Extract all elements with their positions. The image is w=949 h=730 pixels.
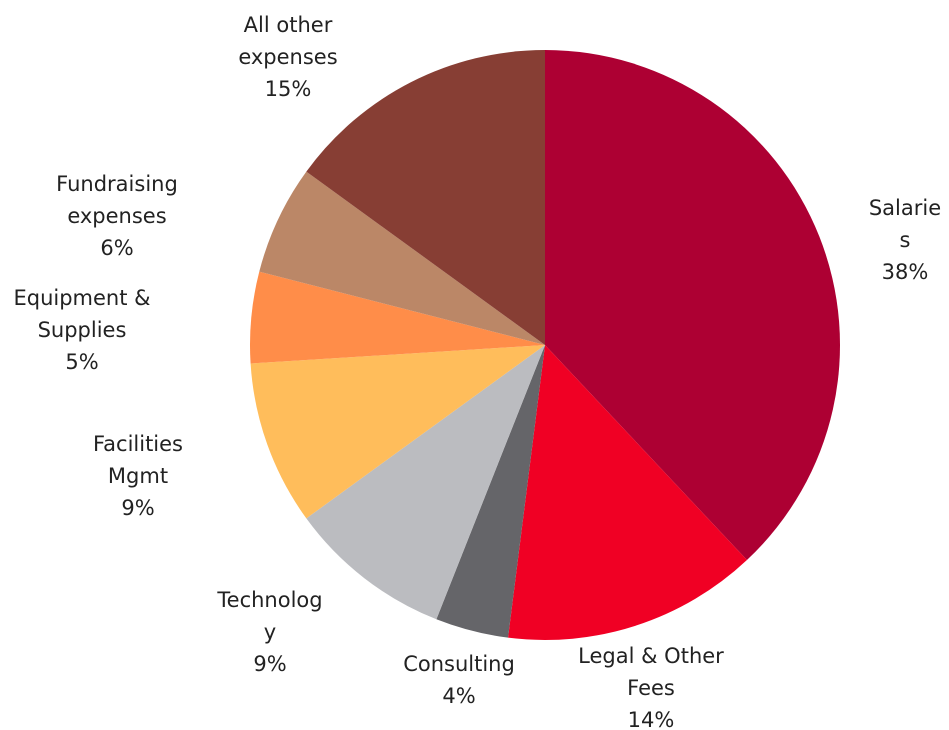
pie-slice-technology [306,345,545,620]
slice-label-equipment-and-supplies: Equipment & Supplies 5% [13,286,150,374]
pie-slice-equipment-and-supplies [249,271,546,364]
slice-label-line: expenses [67,204,166,228]
slice-label-line: Supplies [38,318,127,342]
pie-slice-legal-and-other-fees [508,345,747,640]
slice-label-all-other-expenses: All other expenses 15% [238,13,337,101]
slice-label-line: Legal & Other [578,644,724,668]
slice-label-line: Equipment & [13,286,150,310]
slice-label-line: Fundraising [56,172,178,196]
slice-label-salaries: Salarie s 38% [869,196,941,284]
slice-percent: 4% [442,684,475,708]
slice-percent: 15% [265,77,312,101]
slice-label-consulting: Consulting 4% [403,652,515,708]
pie-slice-fundraising-expenses [259,171,545,345]
slice-label-fundraising-expenses: Fundraising expenses 6% [56,172,178,260]
slice-percent: 9% [253,652,286,676]
slice-label-line: Salarie [869,196,941,220]
pie-slices [249,50,841,640]
slice-percent: 6% [100,236,133,260]
slice-percent: 5% [65,350,98,374]
pie-slice-facilities-mgmt [250,345,545,519]
slice-label-legal-and-other-fees: Legal & Other Fees 14% [578,644,724,730]
slice-label-technology: Technolog y 9% [216,588,322,676]
slice-label-line: Fees [627,676,675,700]
pie-slice-salaries [545,50,841,561]
pie-slice-consulting [436,345,545,638]
pie-slice-all-other-expenses [306,50,545,345]
slice-label-line: y [264,620,276,644]
slice-label-line: All other [244,13,333,37]
slice-label-line: Consulting [403,652,515,676]
slice-label-line: Facilities [93,432,183,456]
slice-label-line: s [900,228,911,252]
slice-percent: 14% [628,708,675,730]
pie-labels: Salarie s 38% Legal & Other Fees 14% Consultin… [13,13,941,730]
slice-percent: 9% [121,496,154,520]
slice-label-line: Mgmt [108,464,168,488]
slice-label-facilities-mgmt: Facilities Mgmt 9% [93,432,183,520]
slice-label-line: Technolog [216,588,322,612]
slice-percent: 38% [882,260,929,284]
slice-label-line: expenses [238,45,337,69]
